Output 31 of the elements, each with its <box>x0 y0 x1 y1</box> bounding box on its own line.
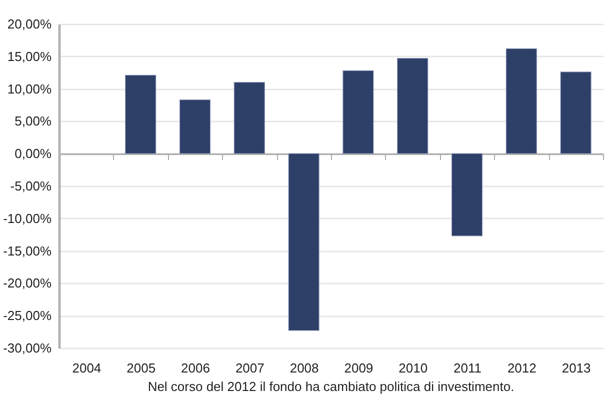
x-tick-label: 2004 <box>72 360 102 376</box>
y-tick-label: 10,00% <box>7 81 52 96</box>
x-tick-label: 2009 <box>344 360 374 376</box>
y-tick-label: 15,00% <box>7 48 52 64</box>
x-tick-label: 2011 <box>454 360 482 376</box>
y-tick-label: 0,00% <box>14 146 52 162</box>
bar <box>234 82 265 154</box>
y-tick-label: -5,00% <box>10 178 52 194</box>
bar <box>560 72 592 154</box>
x-tick-label: 2007 <box>235 360 264 376</box>
x-tick-label: 2013 <box>562 360 591 376</box>
y-tick-label: -30,00% <box>3 340 52 356</box>
bar <box>451 153 483 236</box>
y-tick-label: 5,00% <box>14 114 52 129</box>
y-tick-label: -10,00% <box>3 210 52 226</box>
y-tick-label: -20,00% <box>3 276 52 291</box>
x-tick-label: 2005 <box>126 360 156 376</box>
x-tick-label: 2010 <box>398 360 428 376</box>
bar <box>397 58 428 154</box>
x-tick-label: 2008 <box>290 360 319 376</box>
bar <box>125 74 156 154</box>
y-tick-label: -25,00% <box>3 308 52 324</box>
bar <box>506 48 537 154</box>
x-tick-label: 2012 <box>507 360 536 376</box>
bar <box>288 153 320 331</box>
bar <box>342 70 374 154</box>
text: Nel corso del 2012 il fondo ha cambiato politica di investimento. <box>148 379 514 394</box>
x-tick-label: 2006 <box>181 360 210 376</box>
bar <box>179 100 211 154</box>
y-tick-label: -15,00% <box>3 243 52 258</box>
y-tick-label: 20,00% <box>7 16 52 32</box>
